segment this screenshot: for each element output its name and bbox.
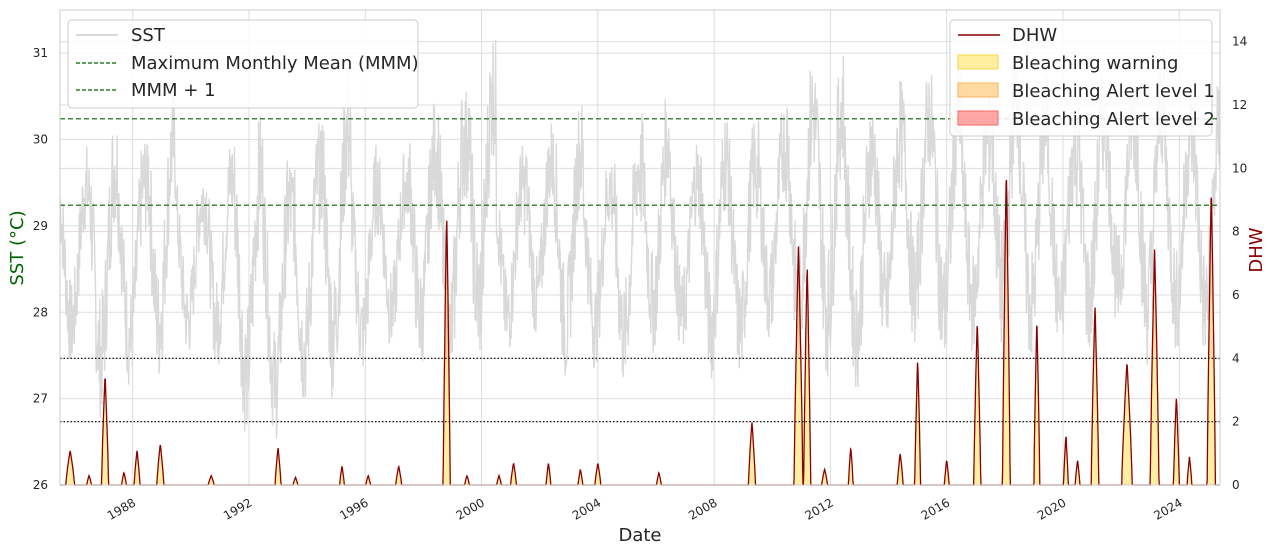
right-tick-label: 12 bbox=[1232, 98, 1247, 112]
right-tick-label: 8 bbox=[1232, 225, 1240, 239]
right-tick-label: 4 bbox=[1232, 351, 1240, 365]
x-tick-label: 1988 bbox=[105, 495, 138, 522]
sst-series bbox=[59, 39, 1221, 439]
legend-alert2-swatch bbox=[957, 110, 999, 126]
legend-alert1-swatch bbox=[957, 82, 999, 98]
left-tick-label: 30 bbox=[33, 133, 48, 147]
x-tick-label: 2020 bbox=[1035, 495, 1068, 522]
x-tick-label: 2024 bbox=[1151, 495, 1184, 522]
right-tick-label: 10 bbox=[1232, 161, 1247, 175]
right-tick-label: 0 bbox=[1232, 478, 1240, 492]
legend-warning-label: Bleaching warning bbox=[1012, 53, 1178, 74]
legend-sst-label: SST bbox=[131, 25, 166, 46]
right-tick-labels: 0 2 4 6 8 10 12 14 bbox=[1232, 35, 1247, 492]
left-axis-title: SST (°C) bbox=[7, 210, 28, 285]
legend-dhw-label: DHW bbox=[1012, 25, 1057, 46]
right-tick-label: 14 bbox=[1232, 35, 1247, 49]
x-tick-label: 1996 bbox=[337, 495, 370, 522]
x-tick-label: 2008 bbox=[686, 495, 719, 522]
right-tick-label: 2 bbox=[1232, 415, 1240, 429]
x-tick-label: 2000 bbox=[454, 495, 487, 522]
right-tick-label: 6 bbox=[1232, 288, 1240, 302]
legend-mmm-label: Maximum Monthly Mean (MMM) bbox=[131, 53, 419, 74]
x-tick-label: 1992 bbox=[221, 495, 254, 522]
left-tick-labels: 26 27 28 29 30 31 bbox=[33, 46, 48, 492]
x-tick-label: 2004 bbox=[570, 495, 603, 522]
x-axis-title: Date bbox=[618, 525, 661, 546]
plot-frame bbox=[59, 9, 1221, 486]
legend-left: SST Maximum Monthly Mean (MMM) MMM + 1 bbox=[67, 19, 419, 109]
x-tick-label: 2016 bbox=[919, 495, 952, 522]
x-tick-labels: 1988 1992 1996 2000 2004 2008 2012 2016 2020 2024 bbox=[105, 495, 1185, 522]
legend-alert2-label: Bleaching Alert level 2 bbox=[1012, 109, 1215, 130]
x-tick-label: 2012 bbox=[802, 495, 835, 522]
legend-alert1-label: Bleaching Alert level 1 bbox=[1012, 81, 1215, 102]
legend-warning-swatch bbox=[957, 54, 999, 70]
legend-right-box bbox=[949, 19, 1213, 137]
right-axis-title: DHW bbox=[1246, 227, 1267, 272]
left-tick-label: 29 bbox=[33, 219, 48, 233]
legend-mmm1-label: MMM + 1 bbox=[131, 80, 216, 101]
left-tick-label: 26 bbox=[33, 478, 48, 492]
legend-right: DHW Bleaching warning Bleaching Alert le… bbox=[949, 19, 1215, 137]
left-tick-label: 27 bbox=[33, 392, 48, 406]
reference-lines bbox=[60, 118, 1220, 423]
left-tick-label: 31 bbox=[33, 46, 48, 60]
legend-left-box bbox=[67, 19, 419, 109]
sst-line bbox=[59, 39, 1221, 439]
left-tick-label: 28 bbox=[33, 305, 48, 319]
